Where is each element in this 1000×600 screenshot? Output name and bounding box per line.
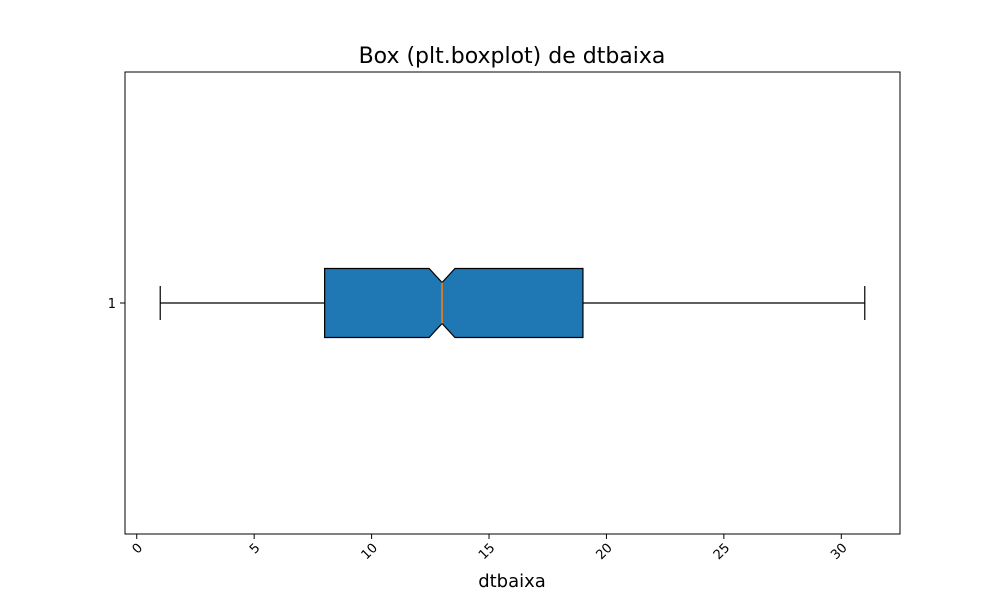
y-tick-label: 1 (108, 297, 116, 312)
y-axis: 1 (108, 297, 125, 312)
x-axis-label: dtbaixa (478, 571, 546, 592)
chart-title: Box (plt.boxplot) de dtbaixa (359, 44, 666, 69)
plot-area (159, 267, 866, 339)
box-body (324, 267, 584, 339)
